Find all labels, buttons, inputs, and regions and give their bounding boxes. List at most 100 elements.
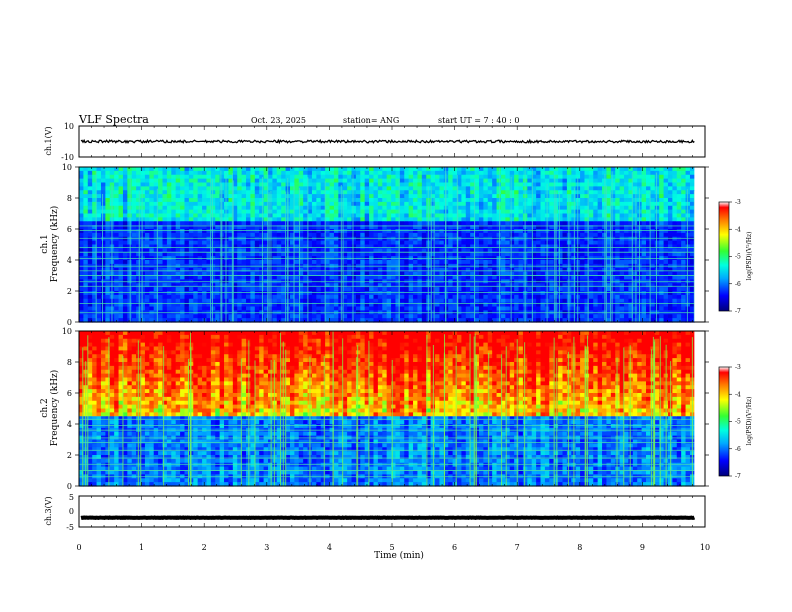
spectrogram-cell: [210, 232, 216, 238]
spectrogram-cell: [518, 213, 524, 218]
spectrogram-cell: [263, 236, 269, 242]
spectrogram-cell: [210, 248, 216, 253]
spectrogram-cell: [593, 194, 599, 199]
spectrogram-cell: [487, 232, 493, 238]
spectrogram-cell: [144, 229, 150, 234]
spectrogram-cell: [281, 271, 287, 277]
spectrogram-cell: [184, 252, 190, 257]
spectrogram-cell: [175, 252, 181, 257]
spectrogram-cell: [175, 174, 181, 180]
spectrogram-cell: [175, 260, 181, 265]
spectrogram-cell: [461, 244, 467, 249]
spectrogram-cell: [166, 314, 172, 319]
spectrogram-cell: [562, 244, 568, 249]
spectrogram-cell: [303, 174, 309, 180]
spectrogram-cell: [237, 306, 243, 311]
spectrogram-cell: [276, 229, 282, 234]
spectrogram-cell: [215, 174, 221, 180]
spectrogram-cell: [580, 186, 586, 191]
spectrogram-cell: [263, 194, 269, 199]
spectrogram-cell: [210, 217, 216, 222]
spectrogram-cell: [470, 248, 476, 253]
spectrogram-cell: [492, 275, 498, 280]
spectrogram-cell: [465, 198, 471, 203]
spectrogram-cell: [536, 314, 542, 319]
spectrogram-cell: [395, 294, 401, 300]
spectrogram-cell: [509, 267, 515, 273]
spectrogram-cell: [311, 294, 317, 300]
spectrogram-cell: [540, 271, 546, 277]
spectrogram-cell: [487, 182, 493, 187]
spectrogram-cell: [518, 318, 524, 323]
spectrogram-cell: [329, 213, 335, 218]
spectrogram-cell: [259, 170, 265, 176]
spectrogram-cell: [325, 217, 331, 222]
spectrogram-cell: [483, 248, 489, 253]
spectrogram-cell: [303, 209, 309, 215]
spectrogram-cell: [377, 267, 383, 273]
spectrogram-cell: [369, 248, 375, 253]
spectrogram-cell: [509, 306, 515, 311]
spectrogram-cell: [342, 213, 348, 218]
spectrogram-cell: [483, 294, 489, 300]
spectrogram-cell: [421, 318, 427, 323]
spectrogram-cell: [527, 271, 533, 277]
spectrogram-cell: [272, 240, 278, 246]
spectrogram-cell: [298, 244, 304, 249]
spectrogram-cell: [329, 267, 335, 273]
spectrogram-cell: [483, 209, 489, 215]
spectrogram-cell: [435, 298, 441, 304]
spectrogram-cell: [184, 194, 190, 199]
spectrogram-cell: [377, 318, 383, 323]
spectrogram-cell: [175, 194, 181, 199]
spectrogram-cell: [175, 287, 181, 292]
spectrogram-cell: [118, 314, 124, 319]
spectrogram-cell: [281, 201, 287, 207]
spectrogram-cell: [549, 209, 555, 215]
spectrogram-cell: [461, 213, 467, 218]
spectrogram-cell: [96, 294, 102, 300]
spectrogram-cell: [417, 252, 423, 257]
spectrogram-cell: [413, 240, 419, 246]
spectrogram-cell: [153, 190, 159, 195]
spectrogram-cell: [122, 209, 128, 215]
spectrogram-cell: [518, 229, 524, 234]
spectrogram-cell: [158, 306, 164, 311]
spectrogram-cell: [289, 209, 295, 215]
spectrogram-cell: [355, 229, 361, 234]
spectrogram-cell: [303, 201, 309, 207]
spectrogram-cell: [171, 198, 177, 203]
spectrogram-cell: [364, 260, 370, 265]
spectrogram-cell: [364, 178, 370, 184]
ch1-ytick-top: 10: [64, 122, 74, 131]
spectrogram-cell: [188, 229, 194, 234]
spectrogram-cell: [114, 221, 120, 226]
spectrogram-cell: [588, 260, 594, 265]
spectrogram-cell: [158, 217, 164, 222]
spectrogram-cell: [571, 283, 577, 288]
spectrogram-cell: [487, 287, 493, 292]
spectrogram-cell: [246, 178, 252, 184]
spectrogram-cell: [92, 190, 98, 195]
spectrogram-cell: [325, 260, 331, 265]
spectrogram-cell: [202, 294, 208, 300]
spectrogram-cell: [377, 225, 383, 230]
spectrogram-cell: [571, 287, 577, 292]
spectrogram-cell: [435, 232, 441, 238]
spectrogram-cell: [518, 194, 524, 199]
spectrogram-cell: [281, 306, 287, 311]
spectrogram-cell: [408, 190, 414, 195]
spectrogram-cell: [206, 240, 212, 246]
spectrogram-cell: [180, 201, 186, 207]
spectrogram-cell: [298, 275, 304, 280]
spectrogram-cell: [417, 201, 423, 207]
spectrogram-cell: [351, 170, 357, 176]
spectrogram-cell: [610, 190, 616, 195]
spectrogram-cell: [430, 174, 436, 180]
spectrogram-cell: [232, 271, 238, 277]
spectrogram-cell: [566, 213, 572, 218]
spectrogram-cell: [320, 260, 326, 265]
spectrogram-cell: [333, 314, 339, 319]
spectrogram-cell: [96, 229, 102, 234]
spectrogram-cell: [162, 267, 168, 273]
